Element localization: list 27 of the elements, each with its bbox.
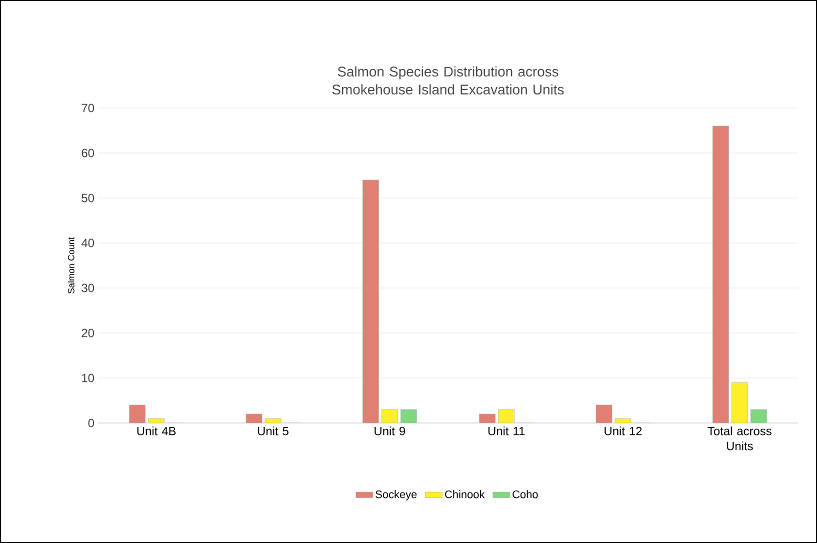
- y-tick-label: 20: [82, 328, 94, 338]
- bar: [498, 410, 514, 423]
- x-tick-label: Total across Units: [708, 426, 772, 450]
- legend-label: Chinook: [445, 490, 485, 498]
- x-tick-label: Unit 4B: [137, 426, 176, 436]
- legend-label: Sockeye: [376, 490, 417, 500]
- bar: [362, 180, 379, 423]
- bar: [400, 410, 417, 423]
- y-tick-label: 40: [81, 238, 94, 248]
- bar: [382, 410, 398, 423]
- x-tick-label: Unit 5: [258, 426, 288, 436]
- y-tick-label: 10: [82, 374, 94, 382]
- bar: [731, 382, 748, 423]
- legend-label: Coho: [512, 490, 538, 498]
- bar: [712, 126, 729, 423]
- y-tick-label: 60: [82, 148, 94, 158]
- x-tick-label: Unit 9: [374, 426, 406, 436]
- bar: [750, 409, 767, 423]
- y-tick-label: 70: [82, 104, 94, 112]
- y-tick-label: 50: [82, 194, 94, 202]
- x-tick-label: Unit 11: [488, 426, 525, 436]
- y-axis-title: Salmon Count: [68, 237, 74, 294]
- chart-title: Salmon Species Distribution across Smokehouse Island Excavation Units: [332, 66, 564, 95]
- x-tick-label: Unit 12: [604, 426, 642, 436]
- y-tick-label: 30: [82, 284, 94, 292]
- bar: [129, 405, 146, 423]
- y-tick-label: 0: [88, 418, 94, 428]
